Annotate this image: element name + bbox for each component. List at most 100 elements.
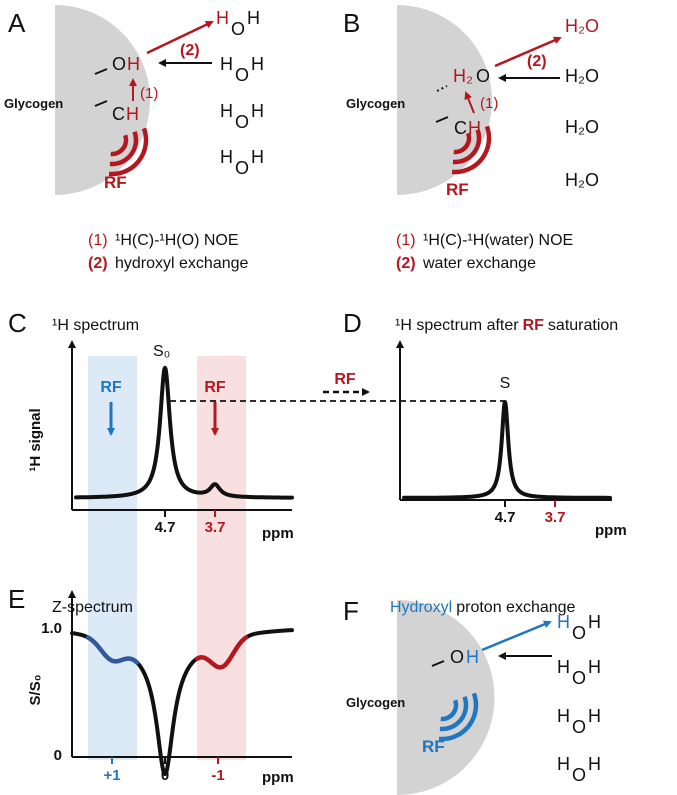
axis-label: ¹H signal [27, 408, 44, 471]
panel-letter: A [8, 8, 26, 38]
rf-wave [452, 129, 482, 165]
legend-number: (1) [88, 232, 108, 249]
title-part: Hydroxyl [390, 599, 452, 616]
glycogen-surface [397, 600, 495, 795]
atom: O [572, 623, 586, 643]
atom: H [251, 147, 264, 167]
rf-label: RF [100, 379, 122, 396]
panel-letter: C [8, 308, 27, 338]
panel-title: ¹H spectrum [52, 317, 139, 334]
atom: H [557, 612, 570, 632]
panel-letter: B [343, 8, 360, 38]
atom: H [216, 8, 229, 28]
rf-wave [439, 696, 469, 732]
molecule: H₂O [565, 117, 599, 137]
atom: H [588, 612, 601, 632]
peak-label: S [500, 375, 511, 392]
legend-text: water exchange [422, 255, 536, 272]
surface-label: Glycogen [346, 96, 405, 111]
legend-number: (1) [396, 232, 416, 249]
line [431, 660, 445, 667]
atom: O [231, 19, 245, 39]
x-tick-label: 3.7 [205, 519, 226, 536]
atom: H [557, 754, 570, 774]
spectrum [74, 365, 294, 500]
line [94, 68, 108, 75]
title-part: saturation [548, 317, 618, 334]
atom: H [251, 101, 264, 121]
rf-label: RF [204, 379, 226, 396]
surface-label: Glycogen [4, 96, 63, 111]
x-tick-label: 4.7 [495, 509, 516, 526]
panel-title: Hydroxyl proton exchange [390, 599, 576, 616]
rf-label: RF [422, 737, 445, 756]
panel-title: ¹H spectrum after RF saturation [395, 317, 618, 334]
axis-label: ppm [595, 522, 627, 539]
atom: O [235, 158, 249, 178]
line [94, 100, 108, 107]
molecule: H₂O [565, 16, 599, 36]
atom: O [235, 112, 249, 132]
atom: H [251, 54, 264, 74]
z-spectrum-segment [85, 635, 140, 665]
rf-label: RF [334, 371, 356, 388]
red-band [197, 356, 246, 760]
atom: H [220, 147, 233, 167]
rf-wave [109, 131, 139, 167]
step-label: (2) [527, 53, 547, 70]
x-tick-label: 0 [161, 767, 169, 784]
step-label: (1) [480, 95, 498, 112]
atom: C [112, 104, 125, 124]
panel-title: Z-spectrum [52, 599, 133, 616]
spectrum [402, 400, 612, 500]
legend-number: (2) [396, 255, 416, 272]
atom: O [112, 54, 126, 74]
atom: H [588, 754, 601, 774]
x-tick-label: +1 [103, 767, 120, 784]
atom: H [557, 657, 570, 677]
legend-text: hydroxyl exchange [115, 255, 249, 272]
atom: H [588, 706, 601, 726]
rf-wave [108, 127, 149, 177]
atom: O [235, 65, 249, 85]
x-tick-label: 3.7 [545, 509, 566, 526]
rf-label: RF [446, 180, 469, 199]
atom: H [220, 54, 233, 74]
panel-letter: F [343, 596, 359, 626]
atom: H [126, 104, 139, 124]
atom: O [572, 668, 586, 688]
atom: O [450, 647, 464, 667]
atom: H [127, 54, 140, 74]
rf-wave [451, 125, 492, 175]
axis-label: ppm [262, 525, 294, 542]
atom: H [588, 657, 601, 677]
atom: H₂ [453, 66, 473, 86]
molecule: H₂O [565, 170, 599, 190]
legend-number: (2) [88, 255, 108, 272]
rf-wave [453, 132, 472, 155]
line [494, 36, 562, 68]
y-tick-label: 0 [54, 747, 62, 764]
atom: H [466, 647, 479, 667]
legend-text: ¹H(C)-¹H(water) NOE [423, 232, 573, 249]
title-part: proton exchange [456, 599, 575, 616]
x-tick-label: 4.7 [155, 519, 176, 536]
atom: C [454, 118, 467, 138]
atom: H [247, 8, 260, 28]
title-part: ¹H spectrum after [395, 317, 519, 334]
molecule: H₂O [565, 66, 599, 86]
x-tick-label: -1 [211, 767, 224, 784]
y-tick-label: 1.0 [41, 620, 62, 637]
rf-wave [438, 692, 479, 742]
step-label: (2) [180, 42, 200, 59]
surface-label: Glycogen [346, 695, 405, 710]
rf-wave [440, 699, 459, 722]
atom: H [220, 101, 233, 121]
rf-wave [110, 134, 129, 157]
atom: O [572, 765, 586, 785]
z-spectrum-segment [194, 635, 249, 670]
panel-letter: E [8, 584, 25, 614]
title-part: RF [523, 317, 545, 334]
